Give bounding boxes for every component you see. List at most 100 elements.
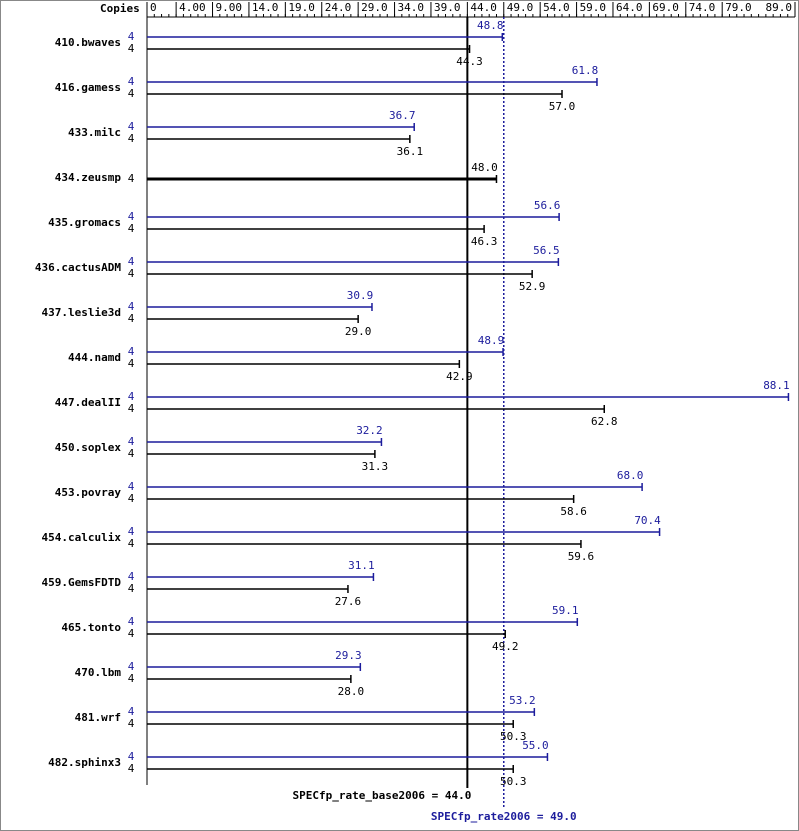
copies-label: 4	[128, 492, 135, 505]
benchmark-label: 416.gamess	[55, 81, 121, 94]
benchmark-label: 450.soplex	[55, 441, 122, 454]
copies-label: 4	[128, 435, 135, 448]
x-tick-label: 54.0	[543, 1, 570, 14]
copies-label: 4	[128, 87, 135, 100]
value-label: 30.9	[347, 289, 374, 302]
value-label: 29.0	[345, 325, 372, 338]
x-tick-label: 49.0	[507, 1, 534, 14]
value-label: 59.1	[552, 604, 579, 617]
copies-label: 4	[128, 582, 135, 595]
reference-label: SPECfp_rate_base2006 = 44.0	[293, 789, 472, 802]
x-tick-label: 24.0	[325, 1, 352, 14]
copies-label: 4	[128, 75, 135, 88]
benchmark-label: 433.milc	[68, 126, 121, 139]
value-label: 58.6	[560, 505, 587, 518]
x-tick-label: 74.0	[689, 1, 716, 14]
x-tick-label: 0	[150, 1, 157, 14]
value-label: 46.3	[471, 235, 498, 248]
benchmark-label: 454.calculix	[42, 531, 122, 544]
copies-label: 4	[128, 615, 135, 628]
benchmark-label: 453.povray	[55, 486, 122, 499]
copies-label: 4	[128, 390, 135, 403]
copies-label: 4	[128, 300, 135, 313]
copies-header: Copies	[100, 2, 140, 15]
benchmark-label: 437.leslie3d	[42, 306, 121, 319]
value-label: 48.8	[477, 19, 504, 32]
x-tick-label: 39.0	[434, 1, 461, 14]
x-tick-label: 4.00	[179, 1, 206, 14]
benchmark-label: 435.gromacs	[48, 216, 121, 229]
value-label: 88.1	[763, 379, 790, 392]
copies-label: 4	[128, 705, 135, 718]
benchmark-label: 459.GemsFDTD	[42, 576, 122, 589]
x-tick-label: 34.0	[398, 1, 425, 14]
copies-label: 4	[128, 525, 135, 538]
value-label: 52.9	[519, 280, 546, 293]
value-label: 50.3	[500, 775, 527, 788]
reference-label: SPECfp_rate2006 = 49.0	[431, 810, 577, 823]
value-label: 32.2	[356, 424, 383, 437]
value-label: 29.3	[335, 649, 362, 662]
value-label: 55.0	[522, 739, 549, 752]
benchmark-label: 447.dealII	[55, 396, 121, 409]
copies-label: 4	[128, 402, 135, 415]
value-label: 27.6	[335, 595, 362, 608]
value-label: 48.9	[478, 334, 505, 347]
copies-label: 4	[128, 480, 135, 493]
value-label: 31.3	[362, 460, 389, 473]
copies-label: 4	[128, 132, 135, 145]
benchmark-label: 434.zeusmp	[55, 171, 122, 184]
benchmark-label: 410.bwaves	[55, 36, 121, 49]
value-label: 49.2	[492, 640, 519, 653]
copies-label: 4	[128, 537, 135, 550]
copies-label: 4	[128, 627, 135, 640]
copies-label: 4	[128, 120, 135, 133]
x-tick-label: 64.0	[616, 1, 643, 14]
copies-label: 4	[128, 222, 135, 235]
value-label: 42.9	[446, 370, 473, 383]
benchmark-label: 482.sphinx3	[48, 756, 121, 769]
copies-label: 4	[128, 267, 135, 280]
value-label: 44.3	[456, 55, 483, 68]
benchmark-label: 481.wrf	[75, 711, 121, 724]
benchmark-label: 465.tonto	[61, 621, 121, 634]
value-label: 48.0	[471, 161, 498, 174]
copies-label: 4	[128, 312, 135, 325]
x-tick-label: 9.00	[216, 1, 243, 14]
x-tick-label: 69.0	[652, 1, 679, 14]
copies-label: 4	[128, 717, 135, 730]
value-label: 57.0	[549, 100, 576, 113]
x-tick-label: 29.0	[361, 1, 388, 14]
value-label: 61.8	[572, 64, 599, 77]
copies-label: 4	[128, 255, 135, 268]
value-label: 28.0	[338, 685, 365, 698]
x-tick-label: 14.0	[252, 1, 279, 14]
value-label: 56.5	[533, 244, 560, 257]
copies-label: 4	[128, 750, 135, 763]
benchmark-label: 436.cactusADM	[35, 261, 121, 274]
copies-label: 4	[128, 672, 135, 685]
copies-label: 4	[128, 570, 135, 583]
copies-label: 4	[128, 447, 135, 460]
copies-label: 4	[128, 210, 135, 223]
x-tick-label: 79.0	[725, 1, 752, 14]
value-label: 53.2	[509, 694, 536, 707]
value-label: 36.7	[389, 109, 416, 122]
copies-label: 4	[128, 30, 135, 43]
copies-label: 4	[128, 357, 135, 370]
x-tick-label: 19.0	[288, 1, 315, 14]
copies-label: 4	[128, 42, 135, 55]
x-tick-label: 59.0	[580, 1, 607, 14]
value-label: 56.6	[534, 199, 561, 212]
benchmark-label: 470.lbm	[75, 666, 122, 679]
value-label: 31.1	[348, 559, 375, 572]
copies-label: 4	[128, 345, 135, 358]
x-tick-label: 44.0	[470, 1, 497, 14]
value-label: 50.3	[500, 730, 527, 743]
copies-label: 4	[128, 660, 135, 673]
copies-label: 4	[128, 172, 135, 185]
copies-label: 4	[128, 762, 135, 775]
value-label: 68.0	[617, 469, 644, 482]
value-label: 62.8	[591, 415, 618, 428]
